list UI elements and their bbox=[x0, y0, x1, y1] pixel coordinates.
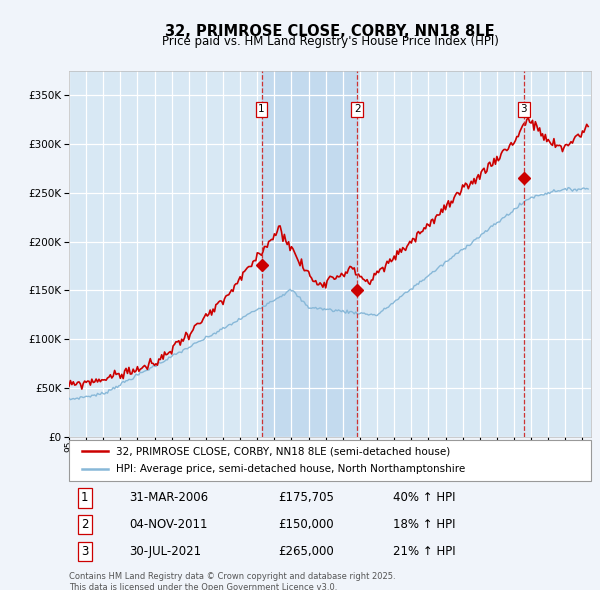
Text: 32, PRIMROSE CLOSE, CORBY, NN18 8LE (semi-detached house): 32, PRIMROSE CLOSE, CORBY, NN18 8LE (sem… bbox=[116, 446, 450, 456]
Text: £175,705: £175,705 bbox=[278, 491, 334, 504]
Text: 31-MAR-2006: 31-MAR-2006 bbox=[129, 491, 208, 504]
Text: 40% ↑ HPI: 40% ↑ HPI bbox=[392, 491, 455, 504]
Text: Price paid vs. HM Land Registry's House Price Index (HPI): Price paid vs. HM Land Registry's House … bbox=[161, 35, 499, 48]
Bar bbox=[262, 71, 357, 437]
Text: Contains HM Land Registry data © Crown copyright and database right 2025.
This d: Contains HM Land Registry data © Crown c… bbox=[69, 572, 395, 590]
Text: 3: 3 bbox=[81, 545, 88, 558]
Text: 3: 3 bbox=[521, 104, 527, 114]
Text: 1: 1 bbox=[81, 491, 88, 504]
Text: 32, PRIMROSE CLOSE, CORBY, NN18 8LE: 32, PRIMROSE CLOSE, CORBY, NN18 8LE bbox=[165, 24, 495, 38]
Text: 18% ↑ HPI: 18% ↑ HPI bbox=[392, 518, 455, 531]
Text: 30-JUL-2021: 30-JUL-2021 bbox=[129, 545, 201, 558]
Text: £265,000: £265,000 bbox=[278, 545, 334, 558]
FancyBboxPatch shape bbox=[69, 440, 591, 481]
Text: 21% ↑ HPI: 21% ↑ HPI bbox=[392, 545, 455, 558]
Text: 2: 2 bbox=[354, 104, 361, 114]
Text: HPI: Average price, semi-detached house, North Northamptonshire: HPI: Average price, semi-detached house,… bbox=[116, 464, 465, 474]
Text: 04-NOV-2011: 04-NOV-2011 bbox=[129, 518, 208, 531]
Text: 2: 2 bbox=[81, 518, 88, 531]
Text: 1: 1 bbox=[258, 104, 265, 114]
Text: £150,000: £150,000 bbox=[278, 518, 334, 531]
